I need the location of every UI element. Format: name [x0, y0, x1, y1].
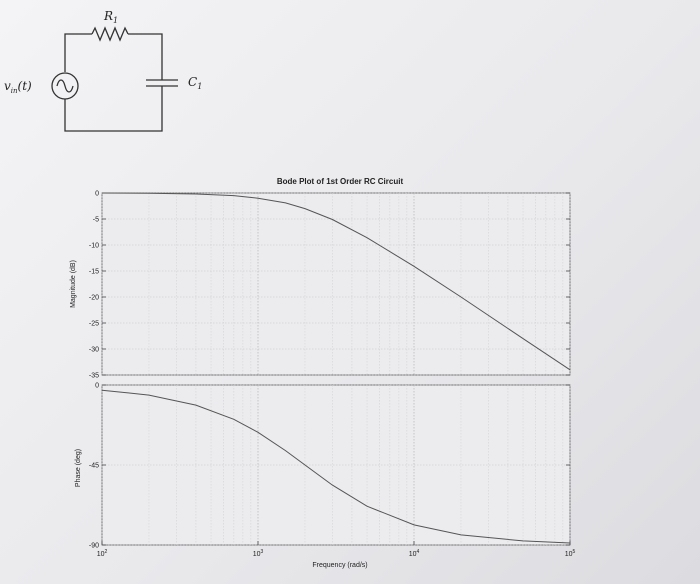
phase-y-label: Phase (deg)	[75, 449, 82, 487]
resistor-zigzag	[91, 26, 129, 42]
mag-y-tick-label: -15	[89, 269, 99, 276]
phase-y-ticks: 0 -45 -90	[89, 383, 570, 550]
mag-y-tick-label: -5	[93, 217, 99, 224]
ph-y-tick-label: 0	[95, 383, 99, 390]
mag-y-tick-label: -35	[89, 373, 99, 380]
magnitude-series-line	[101, 192, 571, 371]
magnitude-plot: 0 -5 -10 -15 -20 -25 -30 -35 Magnitude (dB)	[70, 191, 571, 380]
bode-title: Bode Plot of 1st Order RC Circuit	[277, 177, 404, 186]
magnitude-grid	[101, 192, 571, 376]
mag-y-tick-label: -20	[89, 295, 99, 302]
rc-circuit	[51, 26, 178, 132]
wire-right-bottom	[64, 86, 163, 132]
phase-series-line	[101, 389, 571, 544]
mag-y-tick-label: -25	[89, 321, 99, 328]
phase-x-ticks: 102 103 104 105	[97, 541, 576, 558]
phase-x-tick-label: 104	[409, 549, 420, 558]
ac-source-sine-icon	[56, 79, 74, 93]
phase-plot: 0 -45 -90 102 103 104 105 Phase (deg) Frequen…	[75, 383, 576, 570]
mag-y-tick-label: 0	[95, 191, 99, 198]
ph-y-tick-label: -45	[89, 463, 99, 470]
ac-source-circle	[51, 72, 79, 100]
frequency-x-label: Frequency (rad/s)	[312, 562, 367, 569]
mag-y-tick-label: -10	[89, 243, 99, 250]
wire-top-right	[128, 33, 163, 80]
mag-y-tick-label: -30	[89, 347, 99, 354]
resistor-label: R1	[103, 9, 118, 25]
ph-y-tick-label: -90	[89, 543, 99, 550]
magnitude-y-ticks: 0 -5 -10 -15 -20 -25 -30 -35	[89, 191, 570, 380]
phase-grid	[101, 384, 571, 546]
phase-x-tick-label: 105	[565, 549, 576, 558]
magnitude-y-label: Magnitude (dB)	[70, 260, 77, 308]
wire-top-left	[64, 33, 92, 72]
magnitude-plot-frame	[101, 192, 571, 376]
phase-x-tick-label: 102	[97, 549, 108, 558]
phase-x-tick-label: 103	[253, 549, 264, 558]
capacitor-label: C1	[188, 75, 202, 91]
source-label: vin(t)	[4, 79, 32, 95]
